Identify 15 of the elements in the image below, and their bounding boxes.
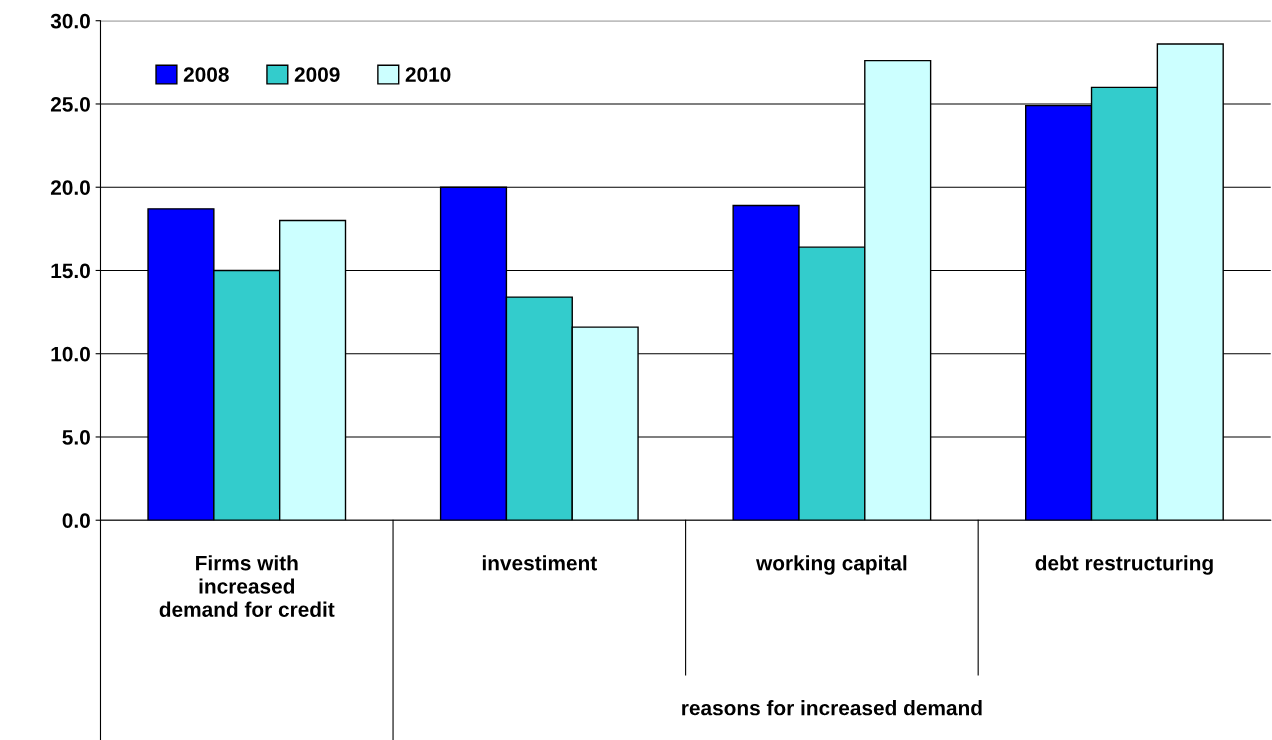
legend-label: 2008 xyxy=(183,67,229,82)
legend-label: 2010 xyxy=(405,67,451,82)
legend-label: 2009 xyxy=(294,67,340,82)
y-tick-label: 30.0 xyxy=(50,13,90,29)
y-tick-label: 5.0 xyxy=(62,429,90,445)
y-tick-label: 20.0 xyxy=(50,180,90,195)
x-tick-label: debt restructuring xyxy=(1035,555,1213,575)
x-tick-label: investiment xyxy=(482,555,597,571)
y-tick-label: 0.0 xyxy=(62,513,90,528)
y-tick-label: 15.0 xyxy=(51,263,90,279)
text: reasons for increased demand xyxy=(682,700,982,716)
x-tick-label: working capital xyxy=(756,555,907,575)
y-tick-label: 25.0 xyxy=(50,96,90,112)
y-tick-label: 10.0 xyxy=(51,346,90,362)
x-tick-label: Firms with increased demand for credit xyxy=(159,555,335,617)
